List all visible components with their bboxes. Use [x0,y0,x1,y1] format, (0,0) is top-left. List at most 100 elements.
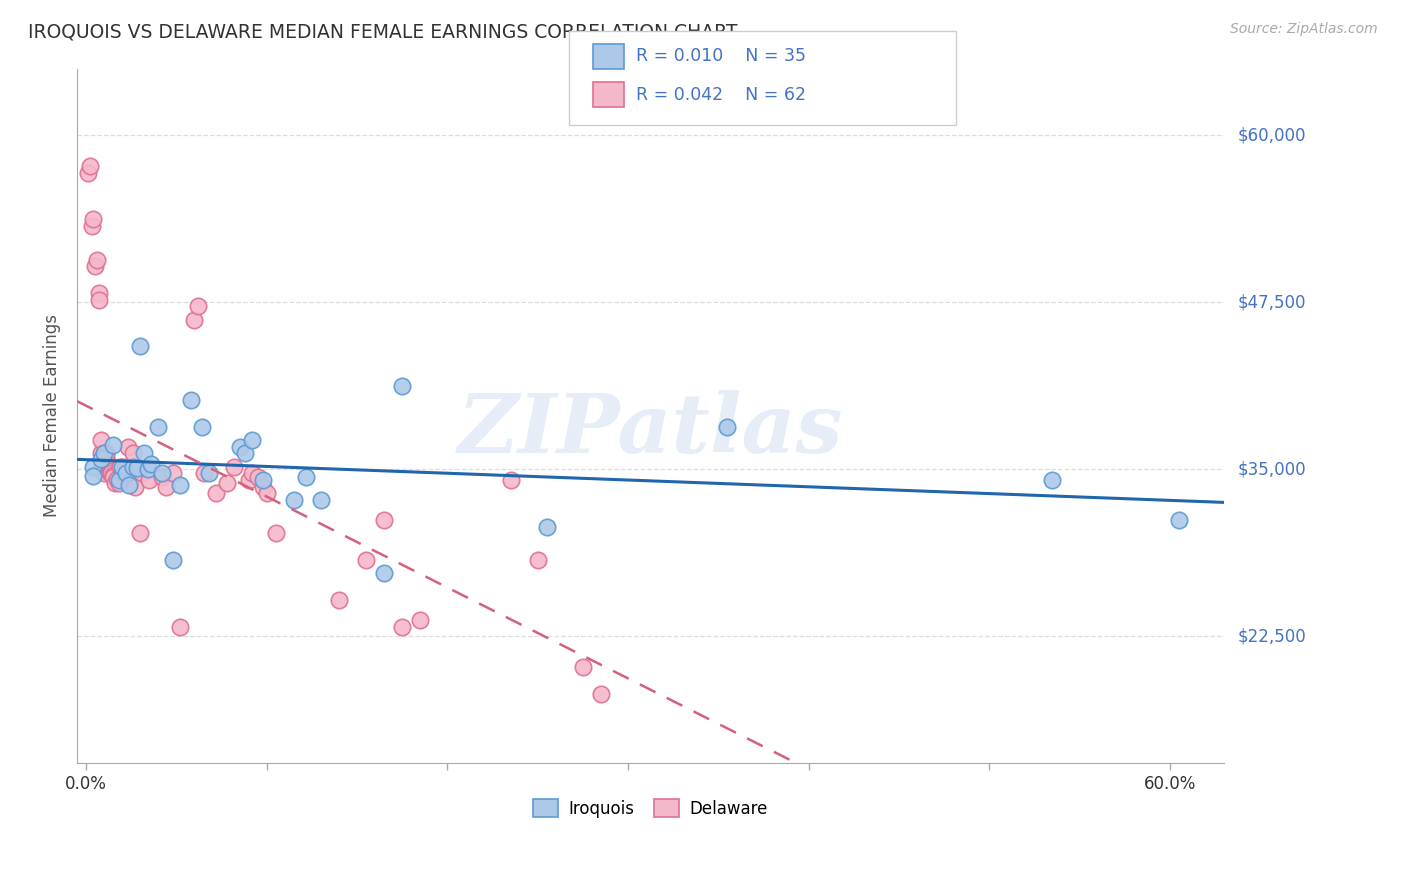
Point [80,219,103,234]
Point [129,526,152,541]
Point [716,419,738,434]
Point [150,467,173,481]
Point [94,446,117,460]
Text: $60,000: $60,000 [1237,127,1306,145]
Text: R = 0.010    N = 35: R = 0.010 N = 35 [636,47,806,65]
Point [87,293,110,307]
Point [98,467,121,481]
Point [150,470,173,484]
Text: ZIPatlas: ZIPatlas [458,390,844,470]
Point [148,419,170,434]
Point [90,451,112,466]
Point [124,480,146,494]
Point [129,339,152,353]
Point [252,473,274,487]
Point [1042,473,1064,487]
Point [409,613,432,627]
Point [97,457,120,471]
Point [354,553,377,567]
Point [120,473,142,487]
Point [103,470,125,484]
Point [115,467,138,481]
Point [328,593,350,607]
Point [155,480,177,494]
Point [115,459,138,474]
Point [309,493,332,508]
Point [215,475,238,490]
Point [138,473,160,487]
Text: IROQUOIS VS DELAWARE MEDIAN FEMALE EARNINGS CORRELATION CHART: IROQUOIS VS DELAWARE MEDIAN FEMALE EARNI… [28,22,738,41]
Point [193,467,215,481]
Point [118,478,141,492]
Point [264,526,287,541]
Point [391,379,413,393]
Point [122,459,145,474]
Point [190,419,212,434]
Point [589,687,612,701]
Point [87,285,110,300]
Point [139,457,162,471]
Point [169,620,191,634]
Point [86,252,108,267]
Point [103,467,125,482]
Point [391,620,413,634]
Point [252,480,274,494]
Point [82,459,104,474]
Point [1167,513,1189,527]
Point [131,467,153,481]
Point [240,467,263,481]
Point [100,467,122,481]
Point [122,446,145,460]
Point [572,660,595,674]
Point [111,459,134,474]
Point [183,312,205,326]
Point [100,464,122,478]
Legend: Iroquois, Delaware: Iroquois, Delaware [527,793,775,824]
Point [104,475,127,490]
Point [117,440,139,454]
Y-axis label: Median Female Earnings: Median Female Earnings [44,314,60,517]
Point [224,459,246,474]
Point [198,467,221,481]
Point [94,449,117,463]
Point [169,478,191,492]
Point [162,553,184,567]
Point [82,469,104,483]
Text: $22,500: $22,500 [1237,627,1306,645]
Point [240,433,263,447]
Point [205,486,228,500]
Point [132,446,155,460]
Point [84,259,107,273]
Point [107,473,129,487]
Point [90,446,112,460]
Point [77,166,100,180]
Point [79,159,101,173]
Point [233,446,256,460]
Point [111,467,134,481]
Point [162,467,184,481]
Point [187,299,209,313]
Point [91,459,114,474]
Point [295,470,318,484]
Point [136,462,159,476]
Point [93,467,115,481]
Text: $47,500: $47,500 [1237,293,1306,311]
Point [373,566,395,581]
Point [256,486,278,500]
Point [82,212,104,227]
Point [103,438,125,452]
Point [125,461,148,475]
Point [110,459,132,474]
Point [107,475,129,490]
Point [97,459,120,474]
Point [228,440,250,454]
Point [91,453,114,467]
Point [246,470,269,484]
Text: $35,000: $35,000 [1237,460,1306,478]
Text: R = 0.042    N = 62: R = 0.042 N = 62 [636,86,806,103]
Text: Source: ZipAtlas.com: Source: ZipAtlas.com [1230,22,1378,37]
Point [373,513,395,527]
Point [526,553,548,567]
Point [536,519,558,533]
Point [180,392,202,407]
